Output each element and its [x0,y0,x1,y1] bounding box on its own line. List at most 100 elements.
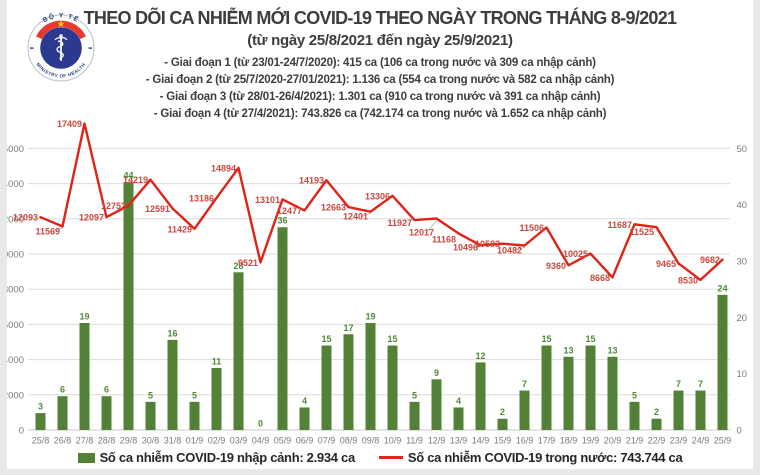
svg-text:BỘ Y TẾ: BỘ Y TẾ [42,11,82,24]
domestic-line-label: 11429 [167,224,192,234]
imported-bar-label: 11 [212,357,222,367]
phase-4-line: - Giai đoạn 4 (từ 27/4/2021): 743.826 ca… [153,108,607,120]
domestic-line-label: 9682 [700,255,720,265]
imported-bar [277,227,288,430]
domestic-line-label: 10482 [497,246,522,256]
imported-bar [233,272,244,430]
logo-red-band [36,20,86,40]
imported-bar-label: 9 [434,368,439,378]
imported-bar-label: 2 [654,407,659,417]
imported-bar-label: 13 [607,345,617,355]
imported-bar-label: 4 [302,396,307,406]
imported-bar-label: 24 [717,283,727,293]
domestic-line-label: 11506 [519,223,544,233]
imported-bar-label: 6 [104,385,109,395]
label-leader [360,212,372,218]
imported-bar [211,368,222,430]
imported-bar-label: 28 [233,261,243,271]
frame-edge-left [0,0,7,475]
page-title: THEO DÕI CA NHIỄM MỚI COVID-19 THEO NGÀY… [83,8,677,28]
phase-1-line: - Giai đoạn 1 (từ 23/01-24/7/2020): 415 … [164,57,596,69]
y-axis-right-label: 0 [737,426,742,437]
x-axis-label: 26/8 [54,436,72,446]
imported-bar-label: 5 [412,390,417,400]
x-axis-label: 21/9 [626,436,644,446]
y-axis-right-label: 30 [737,257,748,268]
imported-bar [387,345,398,430]
domestic-line [39,122,724,282]
label-leader [514,246,526,251]
imported-bar-label: 44 [123,171,133,181]
imported-bar [299,407,310,430]
x-axis-label: 17/9 [538,436,556,446]
x-axis-label: 23/9 [670,436,688,446]
imported-bar [431,379,442,430]
imported-bar-label: 3 [38,402,43,412]
imported-bar-label: 15 [541,334,551,344]
logo-side-dash-left [30,47,34,49]
y-axis-left-label: 6000 [3,320,24,331]
domestic-line-label: 12097 [79,213,104,223]
imported-bar [541,345,552,430]
imported-bar [343,334,354,430]
domestic-line-label: 17409 [57,119,82,129]
imported-bar [35,413,46,430]
y-axis-left-label: 8000 [3,285,24,296]
imported-bar [123,182,134,430]
imported-bar-label: 7 [522,379,527,389]
x-axis-label: 12/9 [428,436,446,446]
domestic-line-label: 8530 [678,275,698,285]
x-axis-label: 20/9 [604,436,622,446]
imported-bar-label: 12 [475,351,485,361]
y-axis-left-label: 12000 [0,214,24,225]
domestic-line-label: 8668 [590,273,610,283]
imported-bar [57,396,68,430]
imported-bar-label: 5 [148,390,153,400]
x-axis-label: 04/9 [252,436,270,446]
x-axis-label: 25/8 [32,436,50,446]
legend: Số ca nhiễm COVID-19 nhập cảnh: 2.934 ca… [0,450,760,465]
chart-header: THEO DÕI CA NHIỄM MỚI COVID-19 THEO NGÀY… [60,7,700,123]
x-axis-label: 24/9 [692,436,710,446]
imported-bar [695,390,706,430]
logo-caduceus-icon [54,34,68,61]
imported-bar-label: 7 [676,379,681,389]
domestic-line-label: 10583 [475,239,500,249]
imported-bar-label: 5 [632,390,637,400]
domestic-line-label: 14894 [211,163,236,173]
x-axis-label: 11/9 [406,436,423,446]
domestic-line-label: 12093 [13,213,38,223]
imported-bar [321,345,332,430]
imported-bar-label: 19 [365,311,375,321]
x-axis-label: 07/9 [318,436,336,446]
imported-bar-label: 15 [387,334,397,344]
y-axis-right-label: 10 [737,369,748,380]
x-axis-label: 05/9 [274,436,292,446]
x-axis-label: 25/9 [714,436,732,446]
imported-bar-label: 36 [277,216,287,226]
legend-swatch-domestic-icon [378,456,403,459]
x-axis-label: 14/9 [472,436,490,446]
page-subtitle: (từ ngày 25/8/2021 đến ngày 25/9/2021) [247,32,513,49]
imported-bar [717,294,728,430]
imported-bar-label: 13 [563,345,573,355]
y-axis-right-label: 20 [737,313,748,324]
frame-edge-right [753,0,760,475]
domestic-line-label: 11569 [35,226,60,236]
frame-edge-bottom [0,469,760,475]
imported-bar [167,339,178,430]
domestic-line-label: 12752 [101,201,126,211]
imported-bar-label: 0 [258,419,263,429]
y-axis-left-label: 0 [19,426,24,437]
y-axis-left-label: 14000 [0,179,24,190]
domestic-line-label: 11687 [607,220,632,230]
imported-bar-label: 15 [585,334,595,344]
domestic-line-label: 12663 [321,203,346,213]
logo-top-text: BỘ Y TẾ [42,11,81,24]
domestic-line-label: 12017 [409,228,434,238]
label-leader [52,227,64,232]
imported-bar [629,401,640,430]
y-axis-left-label: 10000 [0,250,24,261]
